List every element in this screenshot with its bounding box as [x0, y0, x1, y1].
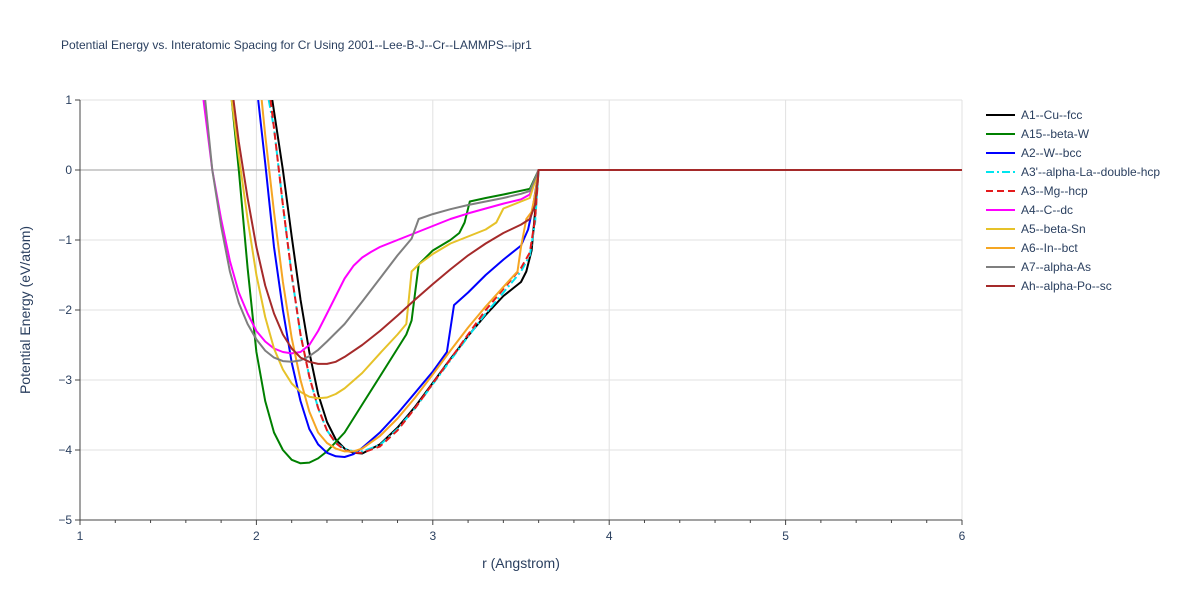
x-tick-label: 6 — [959, 529, 966, 543]
series-line-7 — [260, 100, 962, 453]
legend-label: A1--Cu--fcc — [1021, 108, 1082, 122]
legend-label: A4--C--dc — [1021, 203, 1073, 217]
series-line-4 — [269, 100, 962, 454]
axis-layer: 1 2 3 4 5 6 −5 −4 −3 −2 −1 0 1 — [58, 93, 965, 543]
legend-item[interactable]: A4--C--dc — [986, 203, 1073, 217]
x-axis-title: r (Angstrom) — [482, 555, 560, 571]
legend-item[interactable]: A5--beta-Sn — [986, 222, 1086, 236]
y-tick-label: −3 — [58, 373, 72, 387]
legend-item[interactable]: A2--W--bcc — [986, 146, 1081, 160]
series-line-0 — [271, 100, 962, 455]
series-line-9 — [232, 100, 962, 365]
legend-label: A7--alpha-As — [1021, 260, 1091, 274]
legend-label: A3'--alpha-La--double-hcp — [1021, 165, 1160, 179]
legend-item[interactable]: A7--alpha-As — [986, 260, 1091, 274]
legend-label: A15--beta-W — [1021, 127, 1090, 141]
y-axis-title: Potential Energy (eV/atom) — [17, 226, 33, 394]
series-line-3 — [267, 100, 962, 453]
legend-item[interactable]: A3'--alpha-La--double-hcp — [986, 165, 1160, 179]
y-tick-label: −2 — [58, 303, 72, 317]
legend-label: Ah--alpha-Po--sc — [1021, 279, 1112, 293]
y-tick-label: −1 — [58, 233, 72, 247]
series-layer — [202, 100, 962, 465]
y-tick-label: −5 — [58, 513, 72, 527]
series-line-6 — [230, 100, 962, 400]
legend-item[interactable]: Ah--alpha-Po--sc — [986, 279, 1112, 293]
chart-title: Potential Energy vs. Interatomic Spacing… — [61, 38, 532, 52]
x-tick-label: 3 — [429, 529, 436, 543]
series-line-8 — [204, 100, 962, 363]
legend[interactable]: A1--Cu--fcc A15--beta-W A2--W--bcc A3'--alp… — [986, 108, 1160, 293]
series-line-1 — [230, 100, 962, 465]
series-line-5 — [202, 100, 962, 355]
y-tick-label: 1 — [65, 93, 72, 107]
legend-label: A2--W--bcc — [1021, 146, 1081, 160]
x-tick-label: 4 — [606, 529, 613, 543]
x-tick-label: 1 — [77, 529, 84, 543]
y-tick-label: −4 — [58, 443, 72, 457]
legend-item[interactable]: A1--Cu--fcc — [986, 108, 1082, 122]
legend-label: A3--Mg--hcp — [1021, 184, 1088, 198]
grid-layer — [80, 99, 963, 520]
x-tick-label: 2 — [253, 529, 260, 543]
x-tick-label: 5 — [782, 529, 789, 543]
legend-label: A5--beta-Sn — [1021, 222, 1086, 236]
legend-item[interactable]: A15--beta-W — [986, 127, 1090, 141]
legend-item[interactable]: A3--Mg--hcp — [986, 184, 1088, 198]
legend-item[interactable]: A6--In--bct — [986, 241, 1078, 255]
legend-label: A6--In--bct — [1021, 241, 1078, 255]
y-tick-label: 0 — [65, 163, 72, 177]
